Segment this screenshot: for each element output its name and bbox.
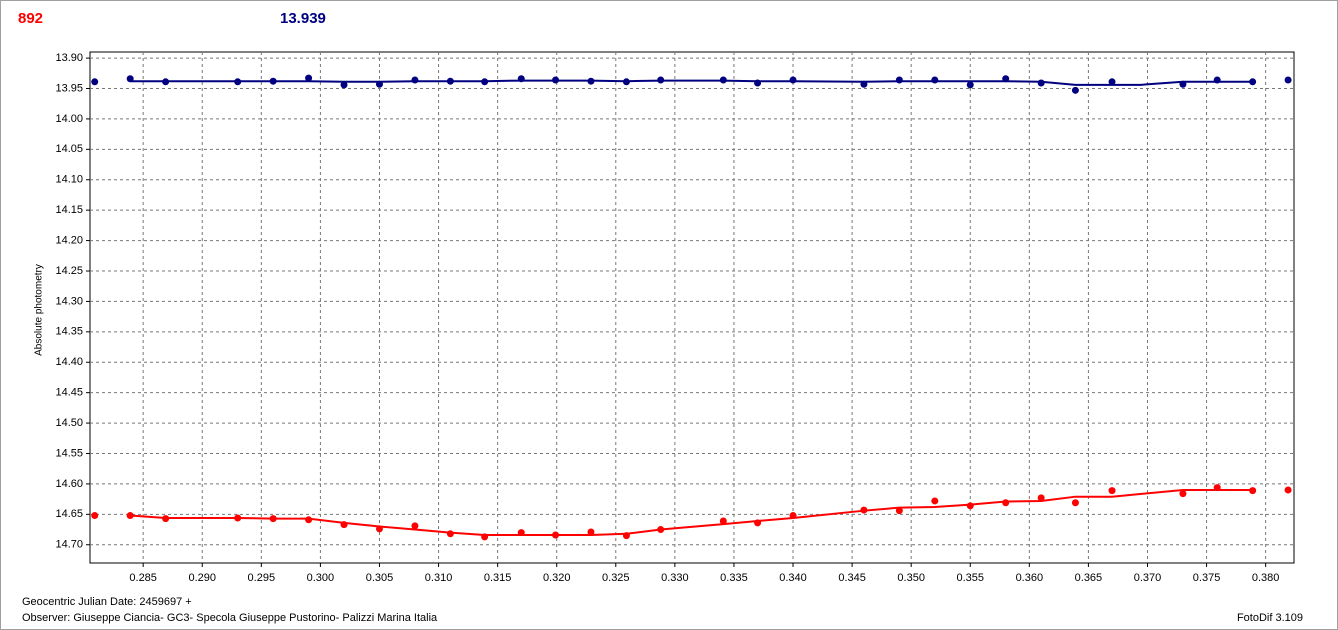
y-axis-label: Absolute photometry — [34, 264, 45, 356]
header-right: 13.939 — [280, 10, 326, 27]
x-tick-label: 0.370 — [1134, 572, 1162, 584]
y-tick-label: 13.95 — [55, 82, 83, 94]
x-tick-label: 0.290 — [188, 572, 216, 584]
y-tick-label: 14.00 — [55, 113, 83, 125]
data-point — [446, 530, 454, 538]
data-point — [789, 76, 797, 84]
data-point — [895, 507, 903, 515]
data-point — [411, 522, 419, 530]
x-tick-label: 0.360 — [1016, 572, 1044, 584]
data-point — [1037, 494, 1045, 502]
data-point — [966, 81, 974, 89]
data-point — [1284, 486, 1292, 494]
x-tick-label: 0.300 — [307, 572, 335, 584]
data-point — [1284, 76, 1292, 84]
y-tick-label: 14.45 — [55, 387, 83, 399]
data-point — [91, 78, 99, 86]
x-tick-label: 0.285 — [129, 572, 157, 584]
y-tick-label: 14.05 — [55, 143, 83, 155]
data-point — [1071, 499, 1079, 507]
data-point — [1002, 499, 1010, 507]
y-tick-label: 14.60 — [55, 478, 83, 490]
data-point — [340, 81, 348, 89]
data-point — [587, 528, 595, 536]
y-tick-label: 14.15 — [55, 204, 83, 216]
x-tick-label: 0.325 — [602, 572, 630, 584]
y-tick-label: 14.50 — [55, 417, 83, 429]
y-tick-label: 14.30 — [55, 295, 83, 307]
x-tick-label: 0.335 — [720, 572, 748, 584]
x-tick-label: 0.320 — [543, 572, 571, 584]
y-tick-label: 14.20 — [55, 234, 83, 246]
x-caption: Geocentric Julian Date: 2459697 + — [22, 596, 192, 608]
data-point — [1071, 86, 1079, 94]
x-tick-label: 0.330 — [661, 572, 689, 584]
data-point — [91, 512, 99, 520]
x-tick-label: 0.305 — [366, 572, 394, 584]
data-point — [931, 76, 939, 84]
y-tick-label: 14.65 — [55, 508, 83, 520]
x-tick-label: 0.310 — [425, 572, 453, 584]
x-tick-label: 0.365 — [1075, 572, 1103, 584]
fit-line — [130, 79, 1253, 86]
x-tick-label: 0.380 — [1252, 572, 1280, 584]
data-point — [1108, 487, 1116, 495]
x-tick-label: 0.350 — [897, 572, 925, 584]
x-tick-label: 0.375 — [1193, 572, 1221, 584]
header-left: 892 — [18, 10, 43, 27]
x-tick-label: 0.355 — [956, 572, 984, 584]
y-tick-label: 14.40 — [55, 356, 83, 368]
x-tick-label: 0.295 — [248, 572, 276, 584]
data-point — [1179, 490, 1187, 498]
data-point — [719, 517, 727, 525]
data-point — [895, 76, 903, 84]
x-tick-label: 0.340 — [779, 572, 807, 584]
data-point — [931, 497, 939, 505]
x-tick-label: 0.315 — [484, 572, 512, 584]
y-tick-label: 14.25 — [55, 265, 83, 277]
data-point — [1108, 78, 1116, 86]
plot-area — [89, 51, 1295, 564]
x-tick-label: 0.345 — [838, 572, 866, 584]
y-tick-label: 14.70 — [55, 539, 83, 551]
y-tick-label: 14.35 — [55, 326, 83, 338]
y-tick-label: 14.55 — [55, 447, 83, 459]
y-tick-label: 14.10 — [55, 174, 83, 186]
data-point — [966, 502, 974, 510]
fit-line — [130, 489, 1253, 537]
data-point — [411, 76, 419, 84]
data-point — [305, 74, 313, 82]
observer: Observer: Giuseppe Ciancia- GC3- Specola… — [22, 612, 438, 624]
y-tick-label: 13.90 — [55, 52, 83, 64]
software: FotoDif 3.109 — [1237, 612, 1303, 624]
